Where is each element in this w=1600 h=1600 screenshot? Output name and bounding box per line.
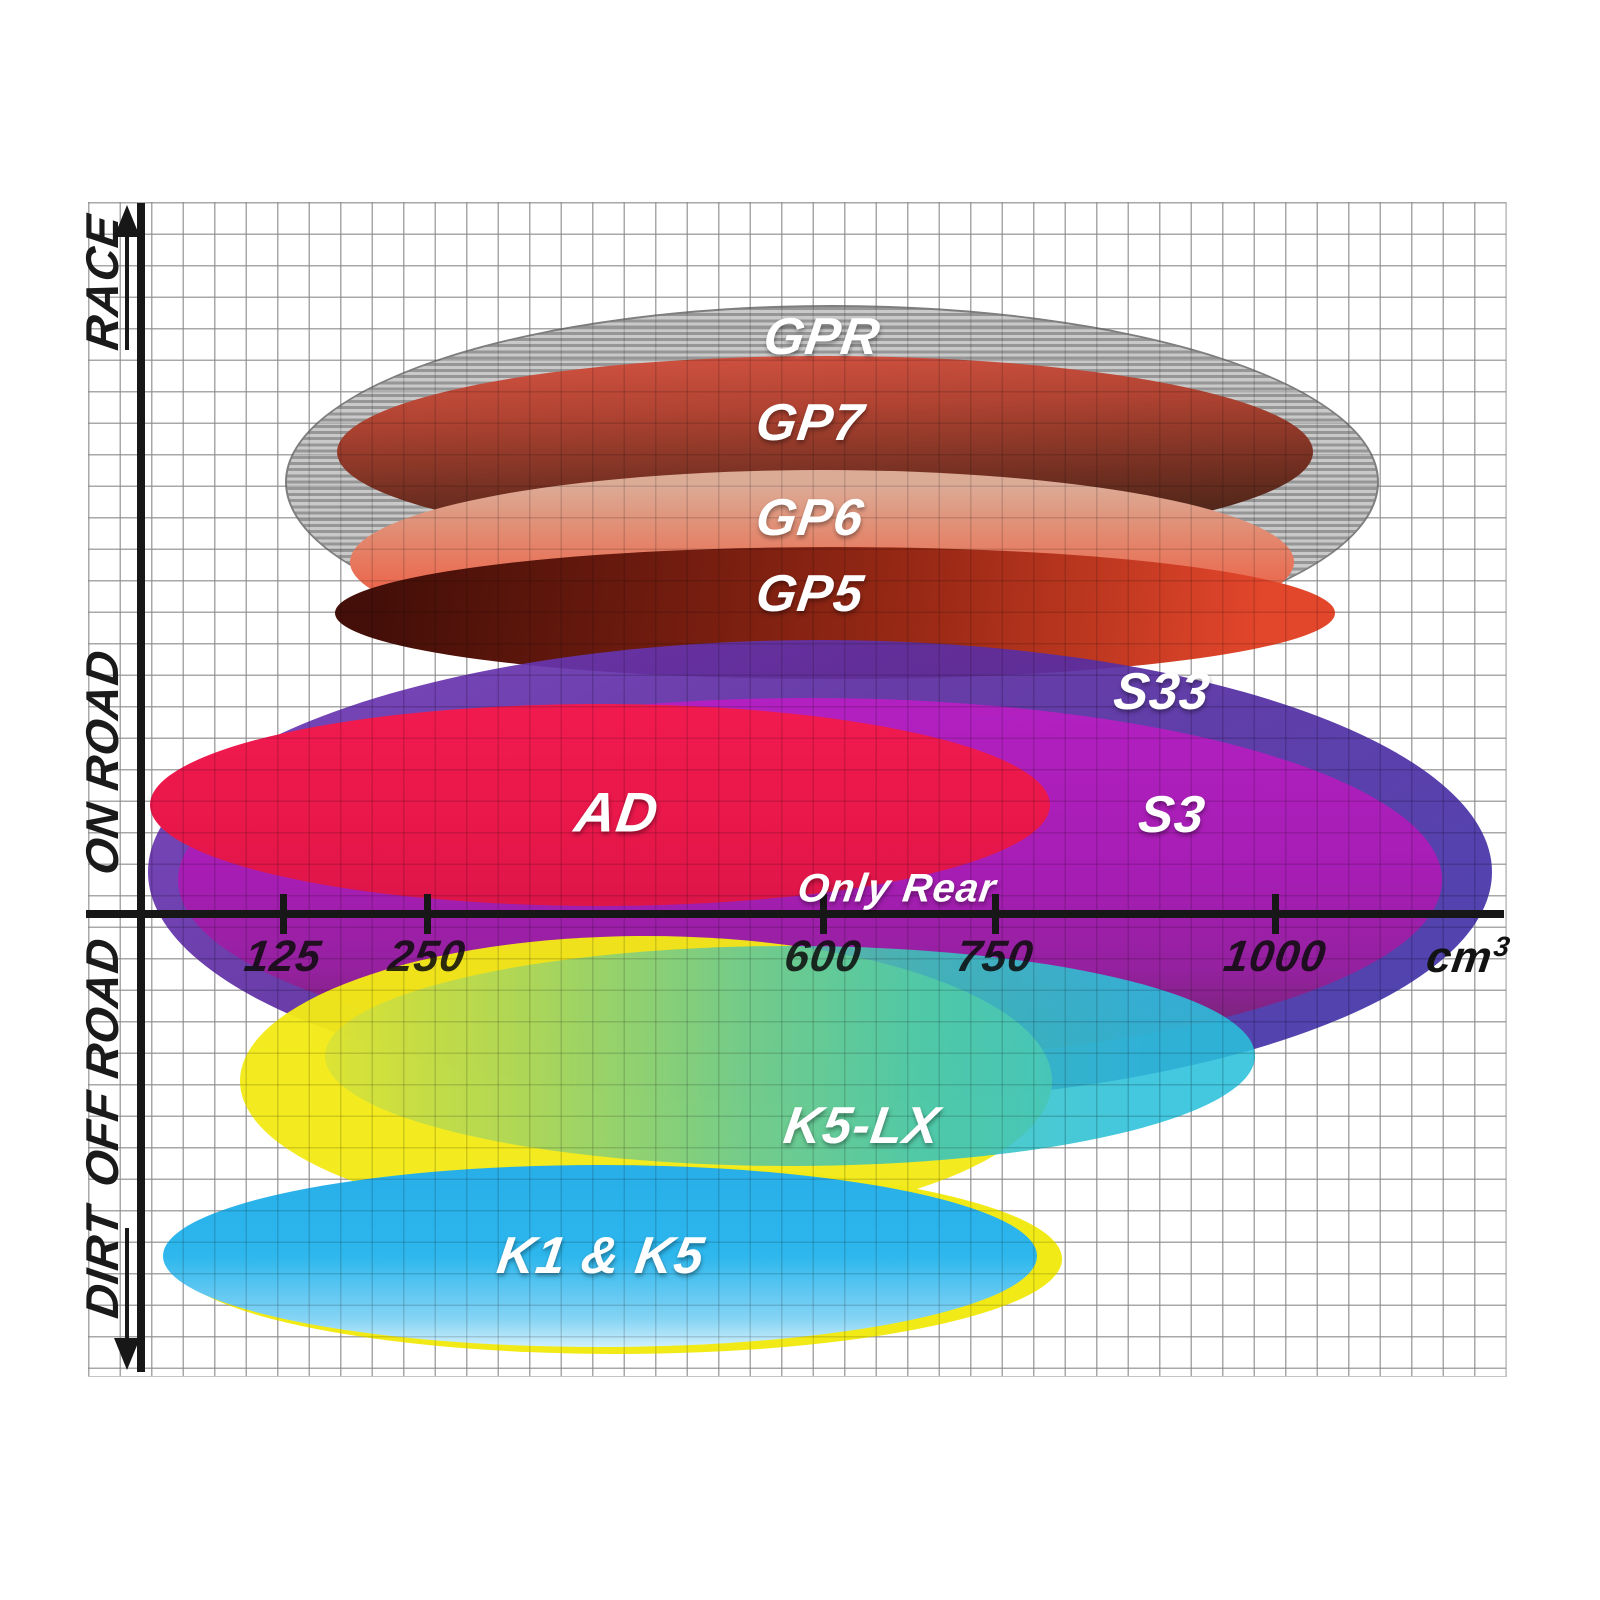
x-tick-label-1000: 1000 bbox=[1220, 932, 1330, 981]
x-tick-label-750: 750 bbox=[953, 932, 1037, 981]
region-gp7-label: GP7 bbox=[752, 394, 868, 452]
x-tick-600 bbox=[820, 894, 827, 934]
band-label-dirt: DIRT bbox=[76, 1203, 128, 1321]
region-ad-label: AD bbox=[571, 780, 663, 844]
region-k1k5 bbox=[163, 1165, 1037, 1347]
region-s3-label: S3 bbox=[1135, 786, 1209, 844]
region-gp5-label: GP5 bbox=[752, 565, 868, 623]
x-tick-label-125: 125 bbox=[241, 932, 325, 981]
x-axis-unit: cm3 bbox=[1423, 931, 1513, 982]
only-rear-note: Only Rear bbox=[794, 866, 1000, 911]
x-tick-125 bbox=[280, 894, 287, 934]
band-label-off-road: OFF ROAD bbox=[76, 934, 128, 1190]
x-tick-label-250: 250 bbox=[385, 932, 469, 981]
region-s33-label: S33 bbox=[1110, 663, 1214, 721]
dirt-down-arrow-icon bbox=[114, 1338, 140, 1370]
band-label-on-road: ON ROAD bbox=[76, 646, 128, 878]
region-k5lx bbox=[325, 946, 1255, 1166]
race-up-arrow-shaft bbox=[125, 233, 129, 350]
race-up-arrow-icon bbox=[114, 205, 140, 237]
x-tick-1000 bbox=[1272, 894, 1279, 934]
region-gpr-label: GPR bbox=[760, 308, 884, 366]
dirt-down-arrow-shaft bbox=[125, 1228, 129, 1340]
region-gp6-label: GP6 bbox=[752, 489, 868, 547]
x-tick-250 bbox=[424, 894, 431, 934]
x-tick-label-600: 600 bbox=[781, 932, 865, 981]
x-tick-750 bbox=[992, 894, 999, 934]
x-axis-line bbox=[86, 910, 1504, 918]
region-k1k5-label: K1 & K5 bbox=[493, 1227, 709, 1285]
region-k5lx-label: K5-LX bbox=[780, 1097, 944, 1155]
region-ad bbox=[150, 704, 1050, 906]
y-axis-line bbox=[137, 203, 145, 1372]
